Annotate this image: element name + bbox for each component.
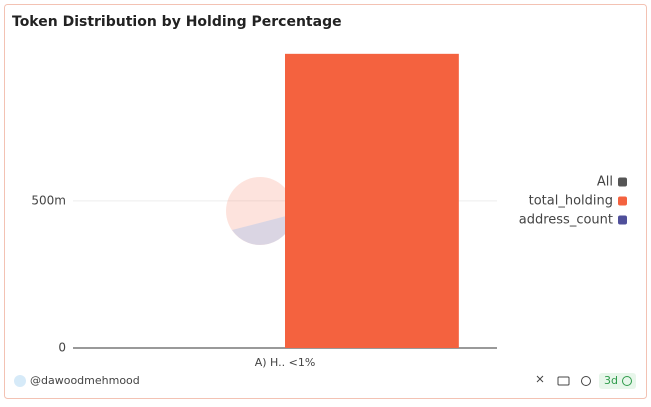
y-tick-label: 500m xyxy=(31,193,66,207)
badge-text: 3d xyxy=(604,374,618,387)
link-icon[interactable] xyxy=(536,375,544,383)
legend-label: address_count xyxy=(519,213,613,228)
x-tick-label: A) H.. <1% xyxy=(255,356,316,369)
legend-item[interactable]: total_holding xyxy=(529,194,627,209)
legend-item[interactable]: All xyxy=(597,175,627,190)
author: @dawoodmehmood xyxy=(30,374,140,387)
camera-icon[interactable] xyxy=(557,376,570,386)
y-tick-label: 0 xyxy=(58,341,66,355)
legend-item[interactable]: address_count xyxy=(519,213,627,228)
legend-swatch xyxy=(618,177,627,187)
bar xyxy=(285,53,459,348)
check-icon xyxy=(622,376,632,386)
footer: @dawoodmehmood 3d xyxy=(14,373,636,389)
legend-swatch xyxy=(618,215,627,225)
legend-label: total_holding xyxy=(529,194,613,209)
refresh-icon[interactable] xyxy=(581,376,591,386)
legend-swatch xyxy=(618,196,627,206)
chart-title: Token Distribution by Holding Percentage xyxy=(12,14,342,30)
legend-label: All xyxy=(597,175,613,190)
